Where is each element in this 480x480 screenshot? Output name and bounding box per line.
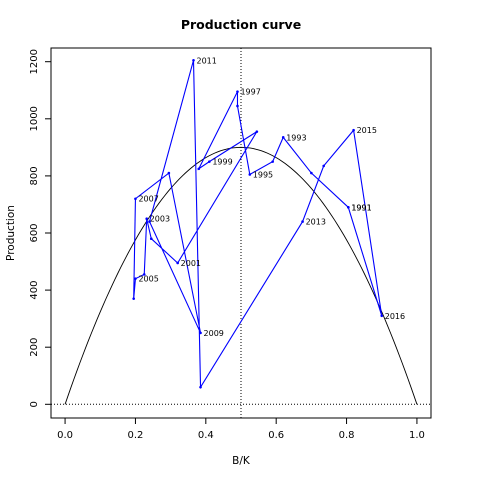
data-point-12 [145, 217, 149, 221]
point-label-1991: 1991 [351, 203, 371, 212]
data-point-14 [134, 277, 137, 280]
y-tick-label: 200 [29, 338, 40, 357]
chart-title: Production curve [181, 17, 301, 32]
x-tick-label: 0.0 [57, 430, 73, 441]
y-tick-label: 400 [29, 281, 40, 300]
point-label-2015: 2015 [357, 126, 377, 135]
data-point-10 [176, 261, 179, 265]
data-point-1 [310, 171, 313, 175]
data-point-6 [236, 90, 239, 93]
plot-area: 1991 1993 1995 1997 1999 2001 2003 2005 2007 2009… [51, 48, 431, 418]
data-point-20 [192, 58, 195, 62]
data-point-9 [255, 130, 259, 133]
data-point-17 [167, 171, 171, 175]
data-point-25 [380, 314, 384, 318]
point-label-1999: 1999 [212, 158, 232, 167]
data-point-3 [271, 160, 274, 163]
production-curve [64, 146, 418, 405]
point-label-2007: 2007 [138, 195, 158, 204]
data-point-13 [142, 273, 146, 276]
x-tick-label: 0.6 [268, 430, 284, 441]
data-point-8 [208, 160, 211, 163]
data-point-19 [148, 220, 151, 223]
point-label-1997: 1997 [240, 88, 260, 97]
data-point-18 [199, 331, 202, 335]
data-point-15 [132, 297, 135, 300]
y-tick-label: 1000 [29, 106, 40, 131]
x-tick-label: 0.4 [198, 430, 214, 441]
point-label-2011: 2011 [197, 56, 217, 65]
data-point-21 [199, 385, 202, 389]
y-tick-label: 0 [29, 401, 40, 407]
data-point-16 [134, 197, 137, 201]
point-label-2013: 2013 [306, 218, 326, 227]
x-tick-label: 0.8 [339, 430, 355, 441]
y-axis-label: Production [5, 205, 17, 261]
data-point-5 [236, 104, 239, 108]
point-label-2003: 2003 [150, 215, 170, 224]
data-point-7 [197, 167, 201, 171]
y-tick-label: 1200 [29, 49, 40, 74]
x-tick-label: 0.2 [127, 430, 143, 441]
x-tick-label: 1.0 [409, 430, 425, 441]
data-point-24 [352, 128, 355, 132]
data-point-26 [347, 206, 350, 209]
point-label-2001: 2001 [181, 259, 201, 268]
point-label-1993: 1993 [286, 133, 306, 142]
x-axis-label: B/K [232, 455, 251, 467]
series-line-0 [133, 60, 383, 390]
point-label-2016: 2016 [385, 312, 405, 321]
data-point-11 [149, 237, 153, 241]
data-point-2 [281, 136, 285, 139]
axes: 0.0 0.2 0.4 0.6 0.8 1.0 0 200 400 600 800 1000 1200 [29, 47, 432, 441]
plot-frame [50, 47, 432, 419]
y-tick-label: 600 [29, 223, 40, 242]
point-label-2005: 2005 [138, 275, 158, 284]
point-label-2009: 2009 [204, 329, 224, 338]
point-label-1995: 1995 [253, 170, 273, 179]
data-point-23 [322, 164, 325, 168]
data-point-22 [301, 220, 304, 223]
y-tick-label: 800 [29, 166, 40, 185]
data-point-4 [248, 173, 252, 176]
point-label-1991: 1991 [351, 203, 371, 212]
